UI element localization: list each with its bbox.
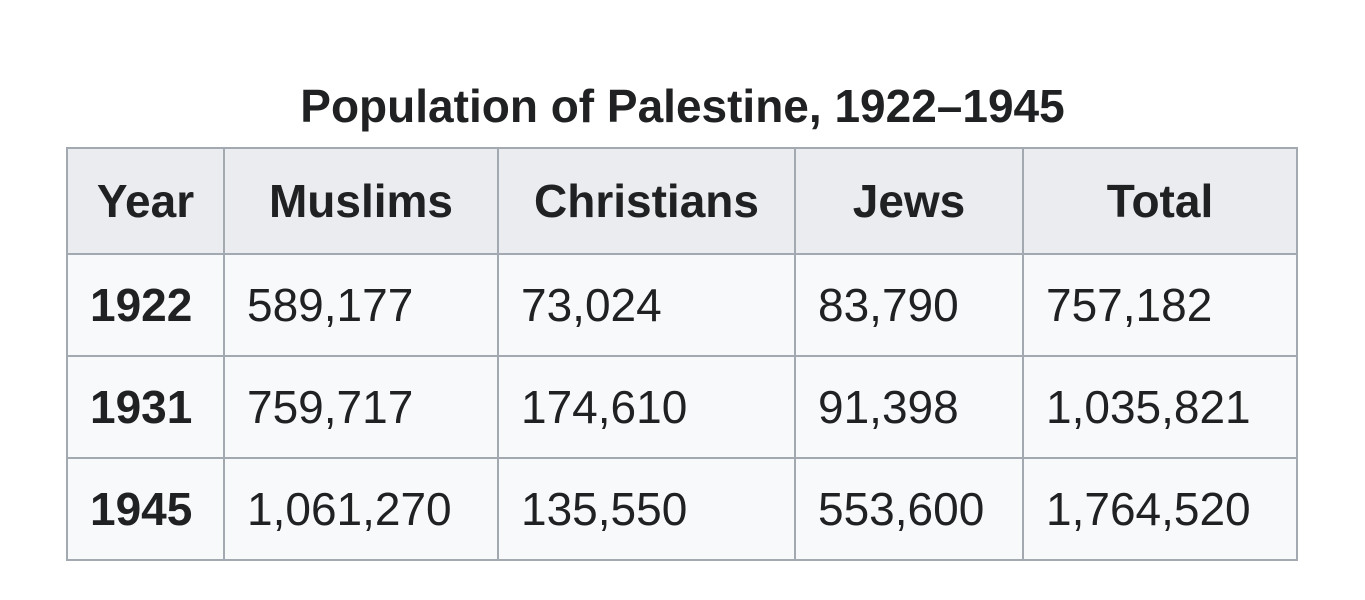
table-caption: Population of Palestine, 1922–1945 (300, 80, 1065, 132)
cell-christians: 135,550 (497, 457, 796, 561)
table-row: 1922 589,177 73,024 83,790 757,182 (66, 253, 1298, 357)
cell-jews: 553,600 (794, 457, 1024, 561)
cell-total: 757,182 (1022, 253, 1298, 357)
header-row: Year Muslims Christians Jews Total (66, 147, 1298, 255)
column-header-muslims: Muslims (223, 147, 499, 255)
column-header-total: Total (1022, 147, 1298, 255)
cell-jews: 83,790 (794, 253, 1024, 357)
cell-jews: 91,398 (794, 355, 1024, 459)
cell-muslims: 1,061,270 (223, 457, 499, 561)
column-header-christians: Christians (497, 147, 796, 255)
cell-christians: 73,024 (497, 253, 796, 357)
cell-total: 1,035,821 (1022, 355, 1298, 459)
column-header-year: Year (66, 147, 225, 255)
population-table: Year Muslims Christians Jews Total 1922 … (66, 147, 1298, 561)
row-header-year: 1945 (66, 457, 225, 561)
cell-muslims: 759,717 (223, 355, 499, 459)
cell-christians: 174,610 (497, 355, 796, 459)
cell-total: 1,764,520 (1022, 457, 1298, 561)
cell-muslims: 589,177 (223, 253, 499, 357)
row-header-year: 1931 (66, 355, 225, 459)
column-header-jews: Jews (794, 147, 1024, 255)
table-row: 1945 1,061,270 135,550 553,600 1,764,520 (66, 457, 1298, 561)
row-header-year: 1922 (66, 253, 225, 357)
table-row: 1931 759,717 174,610 91,398 1,035,821 (66, 355, 1298, 459)
